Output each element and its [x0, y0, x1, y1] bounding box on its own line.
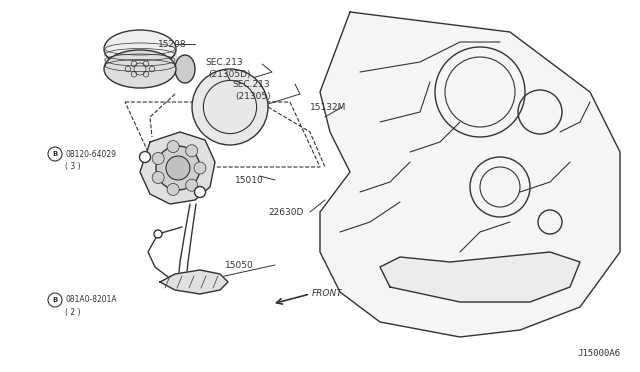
Text: 22630D: 22630D — [268, 208, 303, 217]
Text: 15010: 15010 — [235, 176, 264, 185]
Circle shape — [195, 186, 205, 198]
Text: 15132M: 15132M — [310, 103, 346, 112]
Circle shape — [186, 145, 198, 157]
Text: SEC.213: SEC.213 — [205, 58, 243, 67]
Circle shape — [192, 69, 268, 145]
Text: SEC.213: SEC.213 — [232, 80, 269, 89]
Text: FRONT: FRONT — [312, 289, 343, 298]
Text: ( 2 ): ( 2 ) — [65, 308, 81, 317]
Circle shape — [154, 230, 162, 238]
Text: 081A0-8201A: 081A0-8201A — [65, 295, 116, 305]
Text: 08120-64029: 08120-64029 — [65, 150, 116, 158]
Circle shape — [152, 153, 164, 164]
Ellipse shape — [175, 55, 195, 83]
Circle shape — [194, 162, 206, 174]
Text: 15050: 15050 — [225, 260, 253, 269]
Ellipse shape — [104, 50, 176, 88]
Text: (21305): (21305) — [235, 92, 271, 100]
Polygon shape — [105, 49, 175, 69]
Text: B: B — [52, 151, 58, 157]
Circle shape — [156, 146, 200, 190]
Circle shape — [140, 151, 150, 163]
Circle shape — [167, 183, 179, 195]
Polygon shape — [320, 12, 620, 337]
Text: (21305D): (21305D) — [208, 70, 250, 78]
Text: 15208: 15208 — [158, 39, 187, 48]
Ellipse shape — [104, 30, 176, 68]
Circle shape — [166, 156, 190, 180]
Text: ( 3 ): ( 3 ) — [65, 161, 81, 170]
Text: B: B — [52, 297, 58, 303]
Polygon shape — [140, 132, 215, 204]
Text: J15000A6: J15000A6 — [577, 350, 620, 359]
Circle shape — [152, 171, 164, 183]
Circle shape — [186, 179, 198, 191]
Circle shape — [167, 141, 179, 153]
Polygon shape — [380, 252, 580, 302]
Polygon shape — [160, 270, 228, 294]
